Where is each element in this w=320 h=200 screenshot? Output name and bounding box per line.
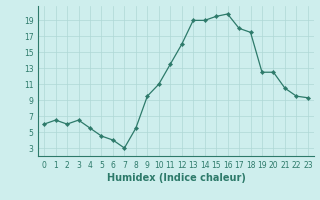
X-axis label: Humidex (Indice chaleur): Humidex (Indice chaleur) — [107, 173, 245, 183]
